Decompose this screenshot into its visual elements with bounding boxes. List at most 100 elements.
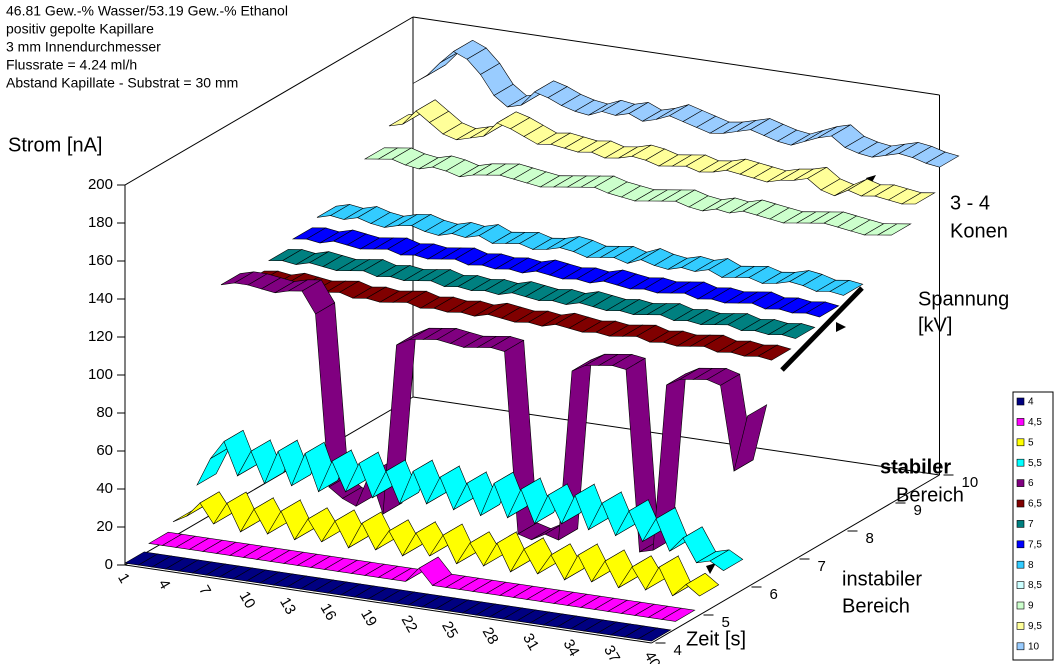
y-tick-label: 40: [96, 480, 113, 497]
y-tick-label: 120: [88, 328, 113, 345]
series: [363, 147, 912, 236]
annotation: Bereich: [896, 484, 964, 506]
legend-swatch: [1016, 397, 1025, 406]
series: [172, 491, 720, 597]
series: [316, 204, 864, 296]
divider: [780, 286, 864, 372]
y-tick-label: 100: [88, 366, 113, 383]
legend-label: 7,5: [1028, 539, 1042, 550]
x-tick-label: 16: [317, 600, 340, 623]
legend-swatch: [1016, 418, 1025, 426]
x-tick-label: 1: [114, 570, 133, 586]
legend-label: 6: [1028, 478, 1034, 489]
y-tick-label: 60: [96, 442, 113, 459]
x-tick-label: 7: [195, 582, 214, 598]
series: [291, 227, 840, 318]
legend-label: 8: [1028, 560, 1034, 571]
ribbon-segment: [781, 323, 816, 339]
ribbon-segment: [637, 627, 672, 642]
arrow: [836, 322, 846, 332]
legend-swatch: [1016, 581, 1025, 589]
title-block: 46.81 Gew.-% Wasser/53.19 Gew.-% Ethanol…: [6, 3, 288, 91]
z-tick-label: 10: [962, 474, 979, 491]
legend-label: 9,5: [1028, 621, 1042, 632]
legend-swatch: [1016, 601, 1025, 610]
ribbon-segment: [900, 192, 936, 205]
series: [148, 531, 696, 622]
ribbon-segment: [426, 51, 460, 77]
series: [267, 249, 816, 339]
x-tick-label: 10: [236, 588, 259, 611]
x-tick-label: 13: [276, 594, 299, 617]
legend-label: 7: [1028, 519, 1034, 530]
x-tick-label: 37: [600, 642, 623, 664]
annotation: Konen: [950, 220, 1008, 242]
legend-swatch: [1016, 479, 1025, 487]
y-tick-label: 140: [88, 290, 113, 307]
series: [196, 429, 744, 571]
legend-swatch: [1016, 458, 1025, 467]
title-line: Abstand Kapillate - Substrat = 30 mm: [6, 75, 238, 91]
legend-swatch: [1016, 499, 1025, 508]
ribbon-segment: [829, 279, 864, 296]
annotation: stabiler: [880, 456, 951, 478]
annotation: Bereich: [842, 595, 910, 617]
ribbon-segment: [733, 404, 768, 472]
y-tick-label: 20: [96, 518, 113, 535]
x-tick-label: 31: [519, 630, 542, 653]
z-axis-label: [kV]: [918, 314, 952, 336]
z-tick-label: 9: [914, 502, 922, 519]
x-tick-label: 19: [357, 606, 380, 629]
legend-label: 4,5: [1028, 417, 1042, 428]
title-line: positiv gepolte Kapillare: [6, 21, 154, 37]
x-axis-label: Zeit [s]: [686, 628, 746, 650]
series: [124, 551, 672, 642]
y-tick-label: 0: [105, 556, 113, 573]
legend-label: 5,5: [1028, 458, 1042, 469]
ribbon-segment: [709, 549, 744, 571]
z-tick-label: 7: [818, 558, 826, 575]
title-line: Flussrate = 4.24 ml/h: [6, 57, 137, 73]
legend: 4 4,5 5 5,5 6 6,5 7 7,5 8 8,5 9 9,5 10: [1012, 391, 1054, 661]
legend-label: 5: [1028, 437, 1034, 448]
ribbon-segment: [757, 344, 792, 361]
legend-swatch: [1016, 642, 1025, 651]
ribbon-segment: [196, 446, 231, 486]
y-tick-label: 180: [88, 214, 113, 231]
x-tick-label: 28: [479, 624, 502, 647]
legend-label: 9: [1028, 601, 1034, 612]
legend-swatch: [1016, 560, 1025, 569]
ribbon-segment: [876, 223, 912, 236]
ribbon-segment: [661, 607, 696, 622]
z-tick-label: 8: [866, 530, 874, 547]
annotation: instabiler: [842, 568, 922, 590]
x-tick-label: 4: [155, 576, 174, 592]
z-tick-label: 6: [770, 586, 778, 603]
title-line: 3 mm Innendurchmesser: [6, 39, 161, 55]
ribbon-segment: [658, 555, 693, 597]
z-tick-label: 4: [674, 642, 682, 659]
y-tick-label: 80: [96, 404, 113, 421]
legend-swatch: [1016, 540, 1025, 549]
z-axis: [651, 474, 940, 644]
x-tick-label: 40: [641, 648, 664, 664]
x-tick-label: 34: [560, 636, 583, 659]
y-tick-label: 200: [88, 176, 113, 193]
legend-swatch: [1016, 438, 1025, 447]
y-axis-label: Strom [nA]: [8, 134, 102, 156]
x-tick-label: 22: [398, 612, 421, 635]
series: [412, 39, 960, 168]
ribbon-segment: [925, 151, 960, 168]
z-axis-label: Spannung: [918, 288, 1009, 310]
legend-label: 6,5: [1028, 499, 1042, 510]
x-tick-label: 25: [438, 618, 461, 641]
legend-label: 8,5: [1028, 580, 1042, 591]
annotation: 3 - 4: [950, 192, 990, 214]
series: [388, 99, 936, 205]
ribbon-segment: [685, 572, 720, 597]
legend-swatch: [1016, 520, 1025, 528]
x-axis: [124, 564, 652, 644]
arrow: [706, 563, 716, 574]
